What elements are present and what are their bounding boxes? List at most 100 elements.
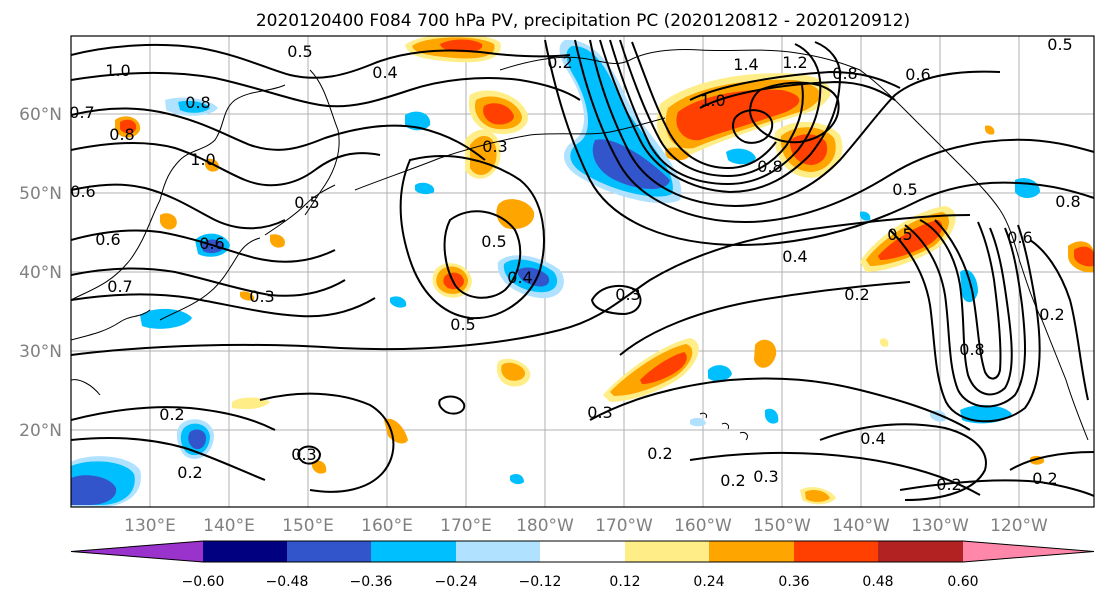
coast-kamchatka (304, 69, 340, 216)
contour-line (443, 210, 522, 299)
colorbar-outline (70, 540, 1095, 563)
contour-label: 0.2 (1039, 305, 1064, 324)
colorbar-min-extension (71, 541, 203, 562)
contour-line (438, 395, 466, 415)
contour-line (748, 81, 840, 144)
contour-line (689, 451, 981, 496)
coast-hawaii (699, 412, 748, 441)
colorbar-segment (794, 541, 878, 562)
contour-line (631, 41, 777, 170)
colorbar-tick-labels: −0.60 −0.48 −0.36 −0.24 −0.12 0.12 0.24 … (182, 574, 979, 590)
contour-label: 1.2 (782, 53, 807, 72)
longitude-labels: 130°E 140°E 150°E 160°E 170°E 180°W 170°… (124, 516, 1048, 536)
colorbar-tick-label: 0.48 (862, 574, 893, 590)
colorbar-segment (203, 541, 287, 562)
contour-label: 0.8 (832, 64, 857, 83)
pv-contours (71, 39, 1094, 501)
contour-line (1029, 239, 1089, 401)
colorbar-segments (70, 540, 1095, 563)
coast-aleutians (354, 117, 666, 191)
contour-label: 0.5 (892, 180, 917, 199)
lon-label: 120°W (990, 516, 1048, 536)
contour-label: 0.2 (720, 471, 745, 490)
contour-label: 1.4 (733, 55, 758, 74)
patch-south-china-sea (71, 456, 141, 507)
contour-line (544, 39, 1094, 247)
contour-line (259, 392, 395, 493)
lon-label: 170°W (595, 516, 653, 536)
colorbar-tick-label: −0.60 (182, 574, 225, 590)
lat-label: 60°N (19, 105, 62, 125)
contour-line (904, 224, 1027, 408)
contour-label: 0.6 (905, 65, 930, 84)
contour-line (919, 219, 1013, 396)
contour-line (297, 445, 322, 465)
contour-line (599, 39, 842, 194)
contour-line (574, 39, 1094, 224)
contour-label: 0.2 (844, 285, 869, 304)
colorbar-max-extension (963, 541, 1094, 562)
contour-label: 0.8 (109, 125, 134, 144)
contour-line (732, 109, 774, 144)
contour-line (71, 107, 486, 161)
contour-line (934, 219, 1002, 380)
contour-label: 0.5 (450, 315, 475, 334)
contour-line (699, 80, 896, 109)
map-title: 2020120400 F084 700 hPa PV, precipitatio… (256, 11, 910, 31)
lat-label: 50°N (19, 184, 62, 204)
contour-label: 0.5 (481, 232, 506, 251)
lon-label: 180°W (516, 516, 574, 536)
colorbar-segment (709, 541, 794, 562)
contour-label: 0.4 (507, 268, 532, 287)
contour-line (71, 437, 266, 481)
coast-north-america (999, 209, 1089, 441)
lon-label: 140°W (832, 516, 890, 536)
contour-line (590, 284, 642, 316)
colorbar-tick-label: −0.24 (435, 574, 478, 590)
contour-label: 0.8 (959, 340, 984, 359)
contour-line (609, 39, 822, 186)
contour-label: 0.6 (70, 182, 95, 201)
contour-label: 0.3 (615, 285, 640, 304)
contour-label: 0.3 (249, 287, 274, 306)
contour-labels: 1.0 0.5 0.4 0.2 1.4 1.2 0.8 0.6 0.7 0.8 … (69, 35, 1080, 494)
contour-label: 0.6 (95, 230, 120, 249)
colorbar-segment (287, 541, 371, 562)
latitude-labels: 60°N 50°N 40°N 30°N 20°N (19, 105, 62, 441)
colorbar-tick-label: 0.60 (947, 574, 978, 590)
contour-line (899, 479, 1094, 497)
contour-label: 0.4 (372, 63, 397, 82)
colorbar-tick-label: 0.36 (778, 574, 809, 590)
contour-label: 1.0 (105, 61, 130, 80)
coastlines (71, 49, 1089, 441)
patch-subtropical-band (603, 338, 699, 402)
contour-line (1009, 451, 1094, 471)
coast-east-asia (71, 84, 286, 396)
contour-label: 0.3 (291, 445, 316, 464)
contour-line (71, 43, 571, 79)
contour-label: 1.0 (190, 150, 215, 169)
colorbar-segment (878, 541, 963, 562)
colorbar-tick-label: 0.24 (693, 574, 724, 590)
coast-kuril-chain (264, 184, 336, 236)
contour-label: 0.8 (1055, 192, 1080, 211)
contour-label: 0.2 (647, 444, 672, 463)
contour-label: 0.5 (887, 225, 912, 244)
lon-label: 160°E (361, 516, 413, 536)
contour-line (399, 155, 545, 320)
colorbar-tick-label: −0.36 (350, 574, 393, 590)
contour-line (819, 423, 987, 501)
lat-label: 40°N (19, 263, 62, 283)
contour-label: 0.3 (587, 403, 612, 422)
contour-line (71, 214, 971, 356)
contour-label: 0.2 (547, 53, 572, 72)
contour-line (689, 70, 901, 101)
contour-line (71, 267, 346, 297)
lon-label: 150°E (282, 516, 334, 536)
colorbar-tick-label: −0.12 (519, 574, 562, 590)
contour-label: 0.3 (482, 137, 507, 156)
lon-label: 160°W (674, 516, 732, 536)
contour-label: 0.8 (185, 93, 210, 112)
colorbar-tick-label: 0.12 (609, 574, 640, 590)
contour-line (71, 71, 581, 108)
